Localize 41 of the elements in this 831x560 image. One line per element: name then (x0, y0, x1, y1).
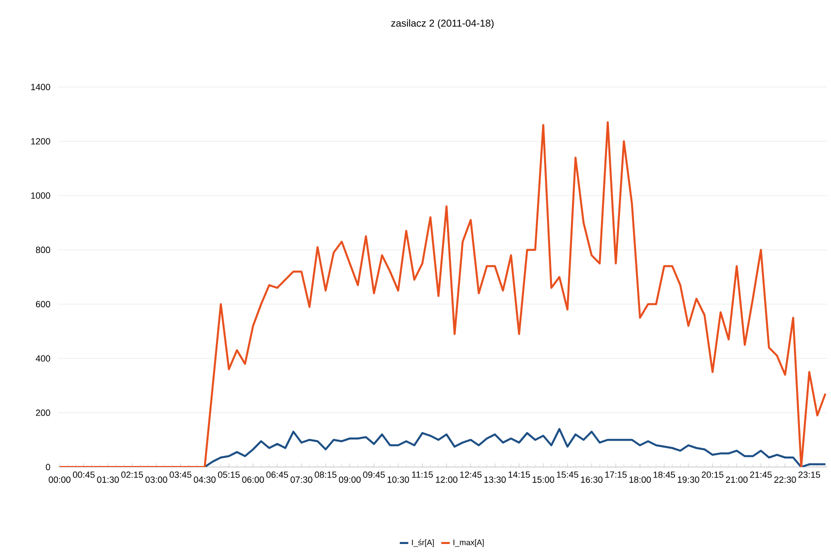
y-tick-label: 1000 (31, 192, 50, 199)
y-tick-label: 200 (36, 410, 50, 416)
x-tick-label: 00:45 (72, 472, 95, 478)
y-tick-label: 1200 (31, 138, 50, 144)
x-tick-label: 22:30 (774, 476, 796, 483)
x-tick-label: 21:45 (750, 472, 772, 478)
x-tick-label: 11:15 (412, 472, 433, 478)
x-tick-label: 16:30 (581, 476, 602, 483)
x-tick-label: 06:00 (242, 476, 264, 483)
y-tick-label: 800 (36, 246, 50, 254)
x-tick-label: 14:15 (508, 472, 530, 478)
x-tick-label: 12:00 (436, 476, 458, 483)
y-tick-label: 400 (36, 355, 50, 362)
x-tick-label: 21:00 (726, 476, 748, 483)
x-tick-label: 04:30 (194, 476, 216, 483)
x-tick-label: 02:15 (121, 472, 143, 478)
x-tick-label: 23:15 (798, 472, 820, 478)
x-tick-label: 09:00 (338, 476, 361, 483)
x-tick-label: 20:15 (702, 472, 724, 478)
x-tick-label: 00:00 (48, 476, 70, 483)
x-tick-label: 09:45 (363, 472, 385, 478)
x-tick-label: 18:00 (629, 476, 651, 483)
x-tick-label: 13:30 (484, 476, 506, 483)
x-tick-label: 18:45 (654, 472, 676, 478)
x-tick-label: 03:45 (170, 472, 192, 478)
x-tick-label: 08:15 (314, 472, 336, 478)
x-tick-label: 10:30 (388, 476, 410, 483)
x-tick-label: 15:45 (556, 472, 578, 478)
x-tick-label: 12:45 (460, 472, 482, 478)
x-tick-label: 19:30 (678, 476, 700, 483)
y-tick-label: 600 (36, 300, 50, 308)
y-tick-label: 1400 (31, 84, 50, 90)
x-tick-label: 03:00 (145, 476, 168, 483)
y-tick-label: 0 (46, 464, 50, 470)
x-tick-label: 06:45 (266, 472, 288, 478)
x-tick-label: 07:30 (290, 476, 312, 483)
x-tick-label: 15:00 (532, 476, 554, 483)
x-tick-label: 01:30 (97, 476, 119, 483)
chart-title: zasilacz 2 (2011-04-18) (391, 19, 494, 29)
x-tick-label: 05:15 (218, 472, 240, 478)
x-tick-label: 17:15 (605, 472, 627, 478)
